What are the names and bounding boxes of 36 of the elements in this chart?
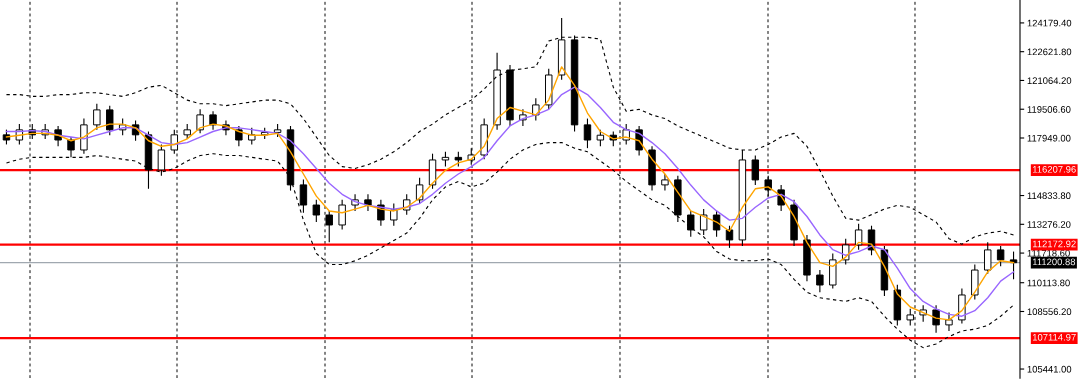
- y-tick-label: 105441.00: [1027, 365, 1072, 373]
- candlestick: [945, 311, 953, 332]
- y-tick-label: 124179.40: [1027, 19, 1072, 27]
- ref-line-label: 116207.96: [1032, 166, 1076, 173]
- candlestick: [196, 108, 204, 134]
- y-tick-label: 119506.60: [1027, 106, 1071, 113]
- y-tick-label: 122621.80: [1027, 48, 1072, 56]
- y-tick-label: 121064.20: [1027, 77, 1072, 84]
- candlestick: [984, 241, 992, 275]
- candlestick: [816, 269, 824, 293]
- candlestick: [338, 199, 346, 230]
- candlestick: [415, 177, 424, 205]
- candlestick: [854, 223, 863, 251]
- candlestick: [364, 193, 372, 212]
- y-tick-label: 108556.20: [1027, 308, 1072, 316]
- candlestick: [996, 245, 1005, 267]
- candlestick: [312, 199, 321, 223]
- ref-line-label: 111200.88: [1032, 258, 1076, 266]
- candlestick: [932, 304, 940, 334]
- y-tick-label: 117949.00: [1027, 134, 1071, 142]
- candlestick: [93, 103, 101, 131]
- candlestick: [106, 105, 114, 136]
- candlestick: [712, 210, 721, 238]
- y-tick-label: 113276.20: [1027, 221, 1071, 228]
- candlestick: [699, 208, 708, 236]
- candlestick: [751, 154, 760, 186]
- candlestick: [661, 173, 669, 192]
- candlestick: [209, 110, 217, 131]
- ref-line-label: 112172.92: [1032, 240, 1076, 248]
- y-tick-label: 110113.80: [1027, 279, 1070, 287]
- candlestick: [299, 178, 308, 214]
- y-tick-label: 114833.80: [1027, 192, 1071, 200]
- candlestick: [687, 210, 695, 238]
- y-tick-label: 111718.60: [1027, 249, 1070, 257]
- ref-line-label: 107114.97: [1032, 333, 1076, 341]
- candlestick: [583, 118, 592, 149]
